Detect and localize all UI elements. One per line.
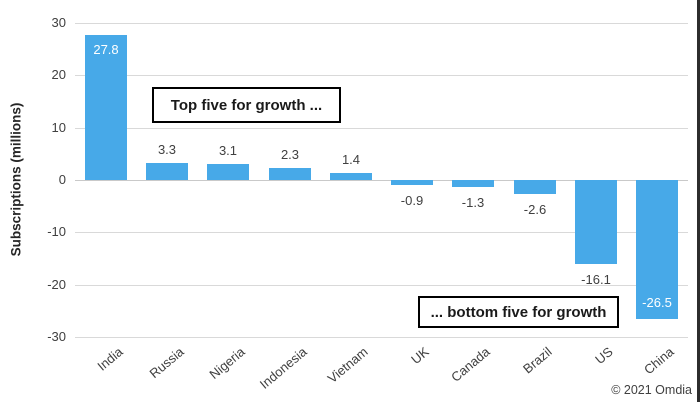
- bar-value-label: -2.6: [523, 202, 547, 217]
- y-tick-label: 0: [58, 172, 66, 187]
- window-edge: [697, 0, 700, 402]
- bar-india: [85, 35, 127, 180]
- x-category-label: Brazil: [520, 344, 555, 377]
- y-tick-label: 10: [51, 120, 66, 135]
- gridline: [75, 232, 688, 233]
- bar-china: [636, 180, 678, 319]
- bar-value-label: -0.9: [400, 193, 424, 208]
- bar-value-label: 3.1: [218, 143, 238, 158]
- y-tick-label: -20: [47, 277, 66, 292]
- bar-value-label: -26.5: [642, 295, 672, 310]
- bar-brazil: [514, 180, 556, 194]
- gridline: [75, 285, 688, 286]
- annotation-bottom-five: ... bottom five for growth: [418, 296, 619, 328]
- y-tick-label: 20: [51, 67, 66, 82]
- bar-value-label: 27.8: [93, 42, 119, 57]
- bar-uk: [391, 180, 433, 185]
- x-category-label: Indonesia: [256, 344, 310, 392]
- y-tick-label: 30: [51, 15, 66, 30]
- bar-russia: [146, 163, 188, 180]
- x-category-label: India: [94, 344, 126, 374]
- bar-canada: [452, 180, 494, 187]
- bar-value-label: 1.4: [341, 152, 361, 167]
- bar-indonesia: [269, 168, 311, 180]
- y-tick-label: -10: [47, 224, 66, 239]
- bar-value-label: 2.3: [280, 147, 300, 162]
- copyright-credit: © 2021 Omdia: [611, 383, 692, 397]
- gridline: [75, 337, 688, 338]
- annotation-top-five: Top five for growth ...: [152, 87, 341, 123]
- gridline: [75, 75, 688, 76]
- y-tick-label: -30: [47, 329, 66, 344]
- bar-us: [575, 180, 617, 264]
- bar-value-label: -16.1: [581, 272, 611, 287]
- bar-nigeria: [207, 164, 249, 180]
- bar-vietnam: [330, 173, 372, 180]
- bar-value-label: -1.3: [461, 195, 485, 210]
- bar-value-label: 3.3: [157, 142, 177, 157]
- zero-gridline: [75, 180, 688, 181]
- gridline: [75, 23, 688, 24]
- gridline: [75, 128, 688, 129]
